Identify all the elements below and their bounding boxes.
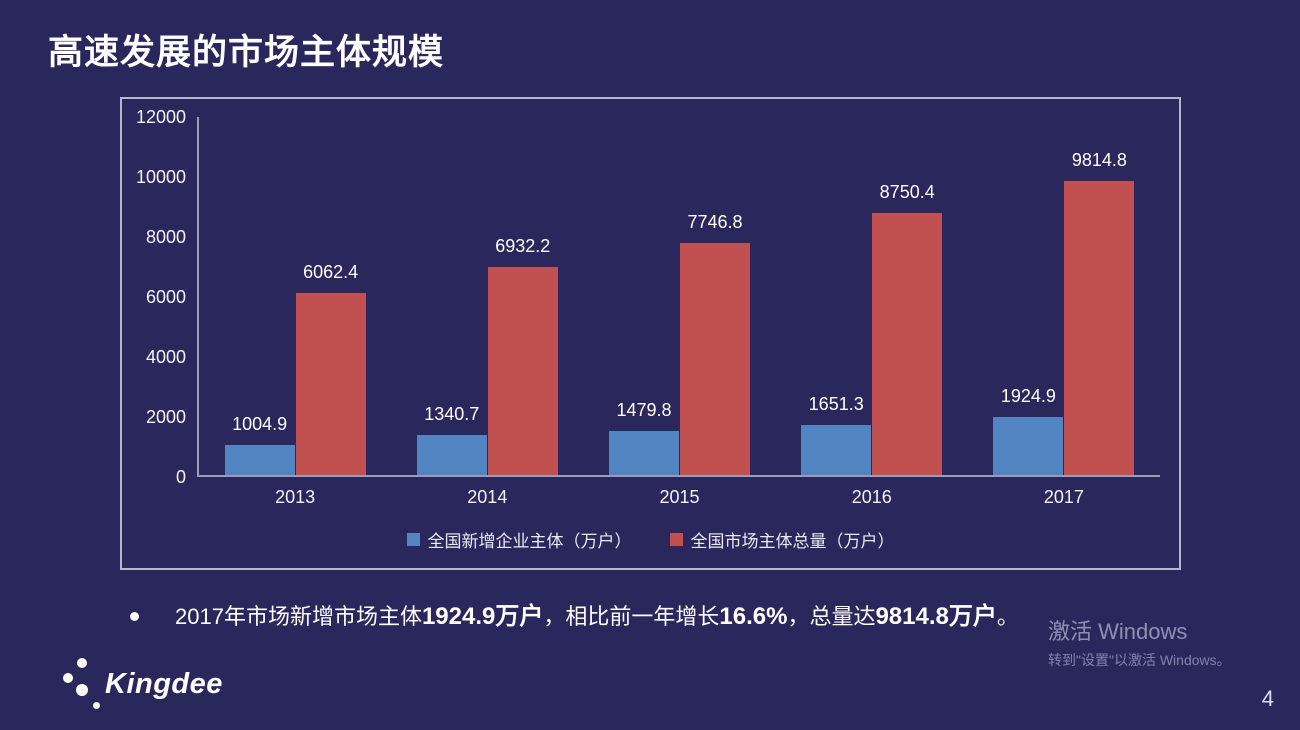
y-tick-label: 0 bbox=[175, 467, 186, 487]
bar-series1-2016: 8750.4 bbox=[872, 182, 943, 475]
logo-wordmark: Kingdee bbox=[105, 668, 223, 700]
bar-group-2016: 1651.3 8750.4 2016 bbox=[776, 117, 968, 507]
bullet-segment: 2017年市场新增市场主体 bbox=[175, 604, 422, 629]
bar-value-label: 8750.4 bbox=[879, 181, 935, 202]
bar-value-label: 1340.7 bbox=[424, 403, 480, 424]
legend-swatch-icon bbox=[406, 533, 420, 546]
windows-watermark: 激活 Windows 转到"设置"以激活 Windows。 bbox=[1048, 614, 1231, 670]
bullet-highlight-new-entities: 1924.9万户 bbox=[421, 603, 544, 630]
y-tick-label: 8000 bbox=[145, 227, 186, 247]
bullet-segment: 。 bbox=[996, 604, 1019, 629]
kingdee-logo: Kingdee bbox=[60, 653, 250, 717]
page-number: 4 bbox=[1261, 686, 1274, 711]
watermark-title: 激活 Windows bbox=[1048, 619, 1188, 644]
legend-label: 全国新增企业主体（万户） bbox=[427, 532, 632, 551]
bar-value-label: 6932.2 bbox=[495, 236, 551, 257]
bar-series1-2013: 6062.4 bbox=[295, 262, 366, 475]
bullet-highlight-growth-rate: 16.6% bbox=[719, 603, 788, 630]
bar-value-label: 6062.4 bbox=[303, 262, 359, 283]
bar-value-label: 9814.8 bbox=[1071, 149, 1127, 170]
category-label: 2014 bbox=[467, 487, 508, 507]
bullet-segment: ，总量达 bbox=[787, 604, 876, 629]
y-tick-label: 2000 bbox=[145, 407, 186, 427]
watermark-subtitle: 转到"设置"以激活 Windows。 bbox=[1048, 652, 1231, 668]
bar-series1-2017: 9814.8 bbox=[1064, 150, 1135, 475]
bar-series0-2014: 1340.7 bbox=[416, 404, 487, 475]
bar-series0-2017: 1924.9 bbox=[993, 386, 1064, 475]
bar-series1-2014: 6932.2 bbox=[487, 236, 558, 475]
y-tick-label: 4000 bbox=[145, 347, 186, 367]
chart-legend: 全国新增企业主体（万户） 全国市场主体总量（万户） bbox=[122, 527, 1179, 552]
bar-group-2017: 1924.9 9814.8 2017 bbox=[968, 117, 1160, 507]
category-label: 2017 bbox=[1043, 487, 1084, 507]
legend-label: 全国市场主体总量（万户） bbox=[690, 532, 895, 551]
bar-value-label: 1004.9 bbox=[232, 413, 288, 434]
logo-dot-icon bbox=[93, 702, 100, 709]
legend-item: 全国市场主体总量（万户） bbox=[669, 527, 895, 552]
bullet-point: 2017年市场新增市场主体1924.9万户，相比前一年增长16.6%，总量达98… bbox=[130, 601, 1180, 632]
legend-item: 全国新增企业主体（万户） bbox=[406, 527, 632, 552]
bar-value-label: 1479.8 bbox=[616, 399, 672, 420]
bullet-segment: ，相比前一年增长 bbox=[543, 604, 720, 629]
legend-swatch-icon bbox=[669, 533, 683, 546]
bar-series0-2013: 1004.9 bbox=[224, 414, 295, 475]
bar-value-label: 1651.3 bbox=[808, 394, 864, 415]
bar-value-label: 7746.8 bbox=[687, 211, 743, 232]
bar-series0-2016: 1651.3 bbox=[801, 394, 872, 475]
logo-dot-icon bbox=[63, 673, 73, 683]
category-label: 2015 bbox=[659, 487, 700, 507]
logo-dot-icon bbox=[77, 658, 87, 668]
bar-group-2014: 1340.7 6932.2 2014 bbox=[391, 117, 583, 507]
y-tick-label: 12000 bbox=[135, 107, 186, 127]
bullet-text: 2017年市场新增市场主体1924.9万户，相比前一年增长16.6%，总量达98… bbox=[175, 601, 1019, 632]
bullet-icon bbox=[130, 612, 139, 621]
bar-group-2013: 1004.9 6062.4 2013 bbox=[199, 117, 391, 507]
y-tick-label: 10000 bbox=[135, 167, 186, 187]
bar-group-2015: 1479.8 7746.8 2015 bbox=[583, 117, 775, 507]
y-tick-label: 6000 bbox=[145, 287, 186, 307]
bullet-highlight-total: 9814.8万户 bbox=[875, 603, 997, 630]
plot-area: 1004.9 6062.4 2013 1340.7 6932.2 2014 1479.8 77… bbox=[197, 117, 1160, 507]
bar-value-label: 1924.9 bbox=[1000, 386, 1056, 407]
logo-dot-icon bbox=[76, 684, 88, 696]
bar-series0-2015: 1479.8 bbox=[609, 400, 679, 475]
page-title: 高速发展的市场主体规模 bbox=[48, 33, 445, 72]
category-label: 2013 bbox=[275, 487, 316, 507]
category-label: 2016 bbox=[851, 487, 892, 507]
bar-series1-2015: 7746.8 bbox=[680, 212, 750, 475]
bar-chart: 0 2000 4000 6000 8000 10000 12000 1004.9 6062.4… bbox=[120, 97, 1181, 570]
